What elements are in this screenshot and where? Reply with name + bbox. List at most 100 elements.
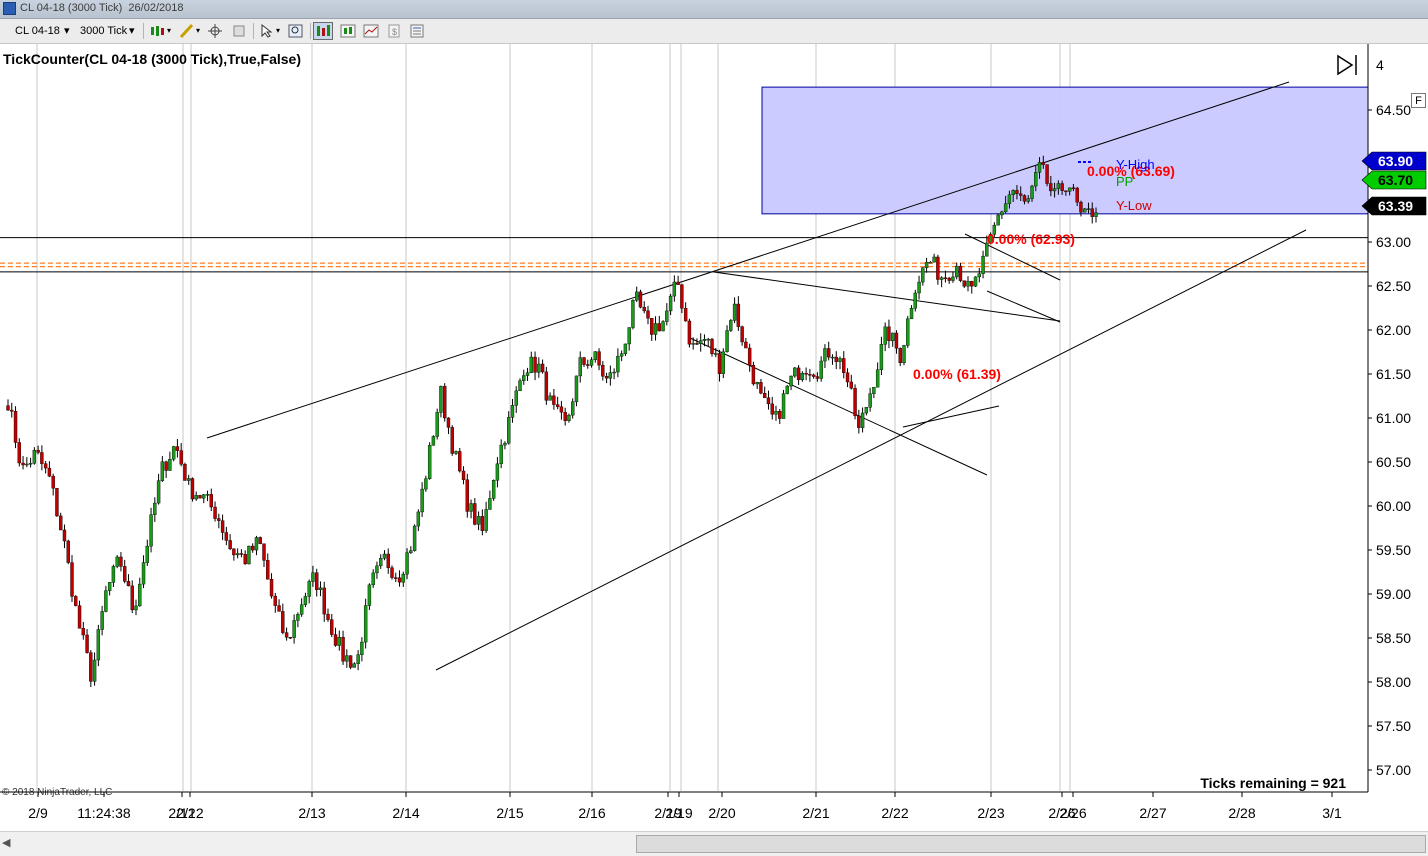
order-button[interactable]: $ bbox=[384, 22, 404, 40]
zoom-button[interactable] bbox=[286, 22, 306, 40]
candle-body bbox=[958, 265, 963, 281]
chart-panel[interactable]: 0.00% (63.69) 0.00% (62.93) 0.00% (61.39) Y… bbox=[0, 44, 1428, 855]
candle-body bbox=[363, 605, 368, 643]
x-tick-label: 2/26 bbox=[1048, 805, 1075, 821]
candle-body bbox=[996, 214, 1000, 226]
horizontal-scrollbar[interactable]: ◀ bbox=[0, 831, 1428, 856]
candle-body bbox=[819, 360, 823, 379]
candle-body bbox=[582, 357, 586, 365]
candle-body bbox=[827, 348, 831, 358]
draw-tool-button[interactable] bbox=[177, 22, 197, 40]
select-tool-dropdown-icon[interactable]: ▾ bbox=[276, 26, 281, 35]
y-tick-label-partial: 4 bbox=[1376, 57, 1384, 73]
candle-body bbox=[81, 628, 85, 636]
x-tick-label: 2/19 bbox=[654, 805, 681, 821]
properties-button[interactable] bbox=[407, 22, 427, 40]
scrollbar-thumb[interactable] bbox=[636, 835, 1426, 853]
draw-tool-dropdown-icon[interactable]: ▾ bbox=[196, 26, 201, 35]
trend-line[interactable] bbox=[986, 290, 1061, 323]
candle-body bbox=[277, 605, 281, 612]
candle-body bbox=[484, 509, 488, 531]
trend-line[interactable] bbox=[689, 337, 988, 476]
crosshair-icon bbox=[208, 24, 222, 38]
trend-line[interactable] bbox=[713, 271, 1061, 322]
play-forward-icon[interactable] bbox=[1337, 54, 1357, 76]
candle-body bbox=[115, 556, 119, 567]
scroll-left-icon[interactable]: ◀ bbox=[2, 837, 11, 849]
candle-body bbox=[578, 357, 582, 377]
candle-body bbox=[307, 581, 311, 597]
app-icon bbox=[3, 2, 16, 15]
candle-body bbox=[235, 553, 240, 556]
svg-text:$: $ bbox=[392, 27, 397, 37]
window-title: CL 04-18 (3000 Tick) 26/02/2018 bbox=[20, 2, 184, 14]
candle-body bbox=[427, 445, 432, 479]
interval-selector[interactable]: 3000 Tick bbox=[80, 25, 128, 37]
trend-line[interactable] bbox=[435, 229, 1307, 671]
candle-body bbox=[514, 390, 518, 406]
y-tick-label: 57.00 bbox=[1376, 762, 1411, 778]
chart-style-dropdown-icon[interactable]: ▾ bbox=[167, 26, 172, 35]
candle-body bbox=[650, 318, 654, 335]
trend-line[interactable] bbox=[206, 81, 1290, 439]
candle-body bbox=[672, 281, 677, 297]
strategy-button[interactable] bbox=[361, 22, 381, 40]
candle-body bbox=[853, 387, 857, 417]
candle-body bbox=[190, 478, 195, 500]
candle-body bbox=[254, 537, 259, 551]
candle-body bbox=[379, 558, 383, 567]
instrument-selector[interactable]: CL 04-18 bbox=[15, 25, 60, 37]
candle-body bbox=[766, 397, 771, 405]
candle-body bbox=[224, 532, 229, 541]
candle-body bbox=[842, 358, 846, 373]
select-tool-button[interactable] bbox=[257, 22, 277, 40]
properties-icon bbox=[410, 24, 424, 38]
candle-body bbox=[1083, 208, 1087, 213]
strategy-icon bbox=[363, 24, 379, 38]
candle-body bbox=[134, 605, 138, 611]
candle-body bbox=[1045, 164, 1049, 184]
candle-body bbox=[657, 323, 661, 332]
fullscreen-toggle-button[interactable]: F bbox=[1411, 93, 1426, 108]
interval-dropdown-icon[interactable]: ▾ bbox=[129, 25, 135, 37]
candle-body bbox=[198, 495, 202, 499]
candle-body bbox=[883, 326, 887, 345]
candle-body bbox=[416, 511, 421, 527]
candle-body bbox=[1071, 187, 1076, 190]
pivot-label: PP bbox=[1116, 174, 1133, 189]
candle-body bbox=[251, 545, 255, 551]
y-tick-label: 59.00 bbox=[1376, 586, 1411, 602]
candle-body bbox=[85, 634, 89, 653]
bar-chart-button[interactable] bbox=[313, 22, 333, 40]
crosshair-button[interactable] bbox=[205, 22, 225, 40]
candle-body bbox=[51, 475, 55, 489]
price-chart[interactable]: 0.00% (63.69) 0.00% (62.93) 0.00% (61.39) Y… bbox=[0, 44, 1428, 831]
candle-body bbox=[352, 663, 357, 668]
candle-body bbox=[130, 585, 134, 611]
data-box-button[interactable] bbox=[229, 22, 249, 40]
trend-line[interactable] bbox=[964, 233, 1061, 281]
x-tick-label: 2/13 bbox=[298, 805, 325, 821]
candle-body bbox=[1060, 183, 1064, 191]
price-badge: 63.39 bbox=[1361, 196, 1427, 216]
trend-line[interactable] bbox=[902, 405, 1000, 428]
candle-body bbox=[156, 480, 161, 504]
candle-body bbox=[522, 375, 526, 381]
candle-body bbox=[476, 516, 481, 525]
chart-style-button[interactable] bbox=[147, 22, 167, 40]
candle-body bbox=[544, 371, 549, 401]
candle-body bbox=[789, 375, 793, 387]
candle-body bbox=[947, 277, 951, 281]
instrument-dropdown-icon[interactable]: ▾ bbox=[64, 25, 70, 37]
indicator-button[interactable] bbox=[338, 22, 358, 40]
candle-body bbox=[680, 284, 684, 309]
y-tick-label: 58.00 bbox=[1376, 674, 1411, 690]
candle-body bbox=[104, 590, 108, 612]
candle-body bbox=[269, 579, 274, 597]
candle-body bbox=[17, 442, 21, 464]
candle-body bbox=[676, 281, 680, 285]
candle-body bbox=[714, 353, 718, 355]
resistance-zone[interactable] bbox=[761, 86, 1369, 215]
candle-body bbox=[390, 567, 394, 578]
candle-body bbox=[879, 344, 884, 370]
